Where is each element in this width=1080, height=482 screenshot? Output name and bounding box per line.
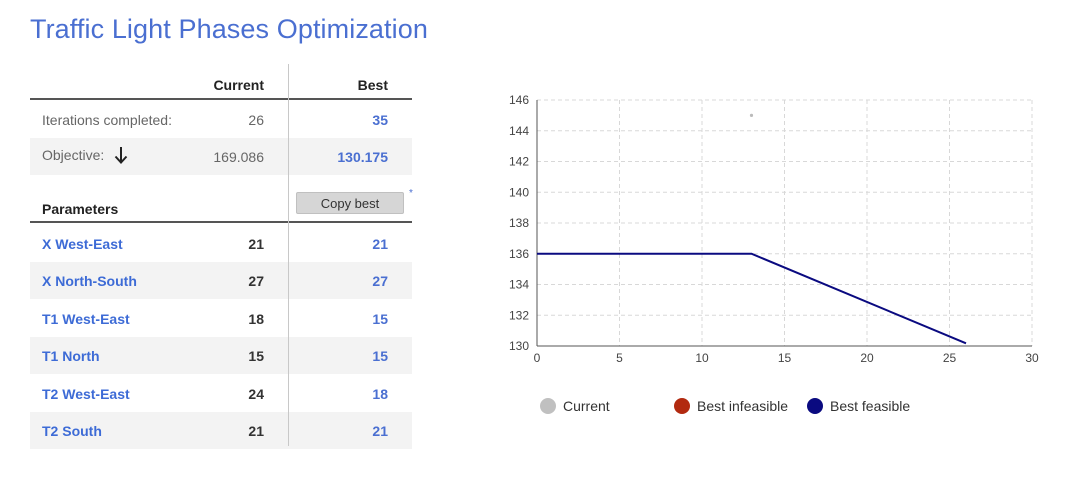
copy-best-footnote-star: *	[409, 188, 413, 199]
y-tick-label: 144	[509, 124, 529, 138]
x-tick-label: 0	[534, 351, 541, 365]
objective-chart: 130 132 134 136 138 140 142 144 146 0 5 10 15 20 25 30	[509, 93, 1039, 365]
copy-best-button[interactable]: Copy best	[296, 192, 404, 214]
parameters-header: Parameters	[42, 200, 119, 217]
x-tick-label: 15	[778, 351, 792, 365]
y-tick-label: 146	[509, 93, 529, 107]
legend-swatch-best-infeasible	[674, 398, 690, 414]
param-current: 27	[248, 272, 264, 289]
x-tick-label: 5	[616, 351, 623, 365]
iterations-row: Iterations completed: 26 35	[30, 101, 412, 138]
iterations-best: 35	[372, 111, 388, 128]
param-row: T1 North 15 15	[30, 337, 412, 374]
param-name[interactable]: T2 West-East	[42, 385, 130, 402]
column-header-best: Best	[357, 76, 388, 93]
param-current: 21	[248, 235, 264, 252]
best-feasible-line	[537, 252, 967, 345]
legend-label-best-infeasible: Best infeasible	[697, 398, 789, 414]
param-best: 15	[372, 310, 388, 327]
y-tick-label: 142	[509, 155, 529, 169]
param-best: 21	[372, 235, 388, 252]
param-row: T2 West-East 24 18	[30, 375, 412, 412]
header-divider	[30, 98, 412, 100]
param-row: T1 West-East 18 15	[30, 300, 412, 337]
optimization-table: Current Best Iterations completed: 26 35…	[30, 64, 413, 449]
legend-swatch-best-feasible	[807, 398, 823, 414]
param-best: 15	[372, 347, 388, 364]
table-header-row: Current Best	[30, 66, 412, 103]
param-row: T2 South 21 21	[30, 412, 412, 449]
y-tick-label: 134	[509, 278, 529, 292]
y-tick-label: 132	[509, 308, 529, 322]
param-name[interactable]: T1 West-East	[42, 310, 130, 327]
param-current: 24	[248, 385, 264, 402]
legend-label-best-feasible: Best feasible	[830, 398, 911, 414]
param-best: 27	[372, 272, 388, 289]
y-tick-label: 140	[509, 185, 529, 199]
parameters-divider	[30, 221, 412, 223]
iterations-label: Iterations completed:	[42, 111, 172, 128]
x-tick-label: 10	[695, 351, 709, 365]
param-current: 21	[248, 422, 264, 439]
param-best: 18	[372, 385, 388, 402]
param-row: X West-East 21 21	[30, 225, 412, 262]
page-title: Traffic Light Phases Optimization	[30, 14, 428, 44]
param-name[interactable]: X West-East	[42, 235, 123, 252]
y-tick-label: 138	[509, 216, 529, 230]
objective-current: 169.086	[213, 148, 264, 165]
arrow-down-icon	[114, 146, 128, 167]
x-tick-label: 20	[860, 351, 874, 365]
legend-label-current: Current	[563, 398, 610, 414]
x-tick-label: 30	[1025, 351, 1039, 365]
current-point	[749, 113, 754, 117]
param-current: 15	[248, 347, 264, 364]
param-name[interactable]: X North-South	[42, 272, 137, 289]
param-row: X North-South 27 27	[30, 262, 412, 299]
column-divider	[288, 64, 289, 446]
objective-label-cell: Objective:	[30, 146, 207, 167]
x-tick-label: 25	[943, 351, 957, 365]
objective-row: Objective: 169.086 130.175	[30, 138, 412, 175]
param-name[interactable]: T2 South	[42, 422, 102, 439]
y-tick-label: 136	[509, 247, 529, 261]
column-header-current: Current	[213, 76, 264, 93]
legend-item-best-feasible: Best feasible	[807, 398, 910, 414]
legend-item-best-infeasible: Best infeasible	[674, 398, 788, 414]
param-best: 21	[372, 422, 388, 439]
param-current: 18	[248, 310, 264, 327]
y-tick-label: 130	[509, 339, 529, 353]
legend-item-current: Current	[540, 398, 610, 414]
iterations-current: 26	[248, 111, 264, 128]
legend-swatch-current	[540, 398, 556, 414]
objective-label: Objective:	[42, 147, 105, 164]
parameters-header-row: Parameters	[30, 190, 412, 227]
objective-best: 130.175	[337, 148, 388, 165]
param-name[interactable]: T1 North	[42, 347, 100, 364]
